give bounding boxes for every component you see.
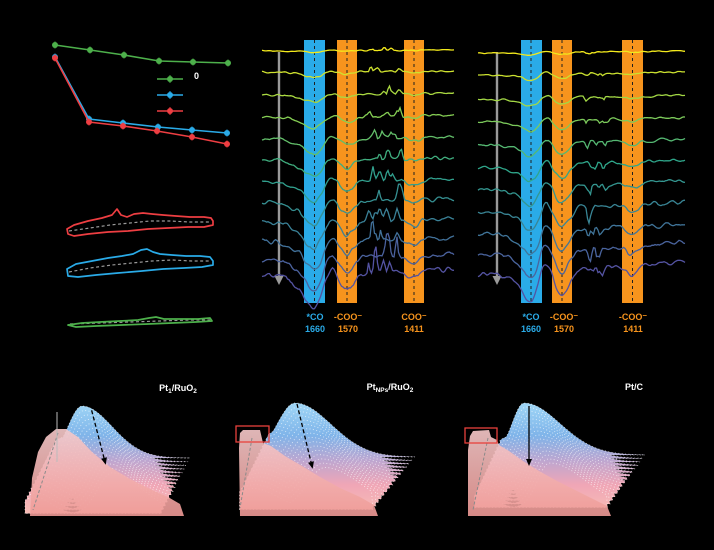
band-label-coo-1570-panel-g: -COO⁻ 1570 (550, 311, 578, 335)
waterfall-title-ptnps-ruo2: PtNPs/RuO2 (367, 382, 414, 396)
band-species-label: COO⁻ (401, 312, 427, 322)
band-wavenumber-label: 1411 (623, 324, 643, 334)
data-point-marker (52, 55, 58, 61)
data-point-marker (86, 119, 92, 125)
band-species-label: *CO (522, 312, 540, 322)
band-wavenumber-label: 1660 (304, 324, 326, 334)
highlight-box (235, 425, 270, 443)
panel-f-ftir-spectra (261, 40, 455, 310)
legend-stray-zero: 0 (194, 71, 200, 81)
band-species-label: -COO⁻ (618, 312, 648, 322)
data-point-marker (87, 47, 93, 53)
ftir-spectrum-trace (477, 116, 686, 133)
foreground-pink-mound (30, 429, 184, 516)
highlight-band (337, 40, 357, 303)
data-point-marker (120, 123, 126, 129)
ftir-spectrum-trace (477, 199, 686, 231)
data-point-marker (121, 52, 127, 58)
foreground-pink-mound (239, 430, 378, 516)
ftir-spectrum-trace (261, 84, 455, 104)
title-text: Pt (366, 382, 376, 392)
foreground-pink-mound (468, 430, 611, 516)
title-text: /RuO (388, 382, 410, 392)
highlight-band (622, 40, 643, 303)
band-wavenumber-label: 1570 (553, 324, 575, 334)
waterfall-panel-j (464, 402, 646, 516)
title-text: Pt (159, 383, 169, 393)
title-text: Pt/C (625, 382, 643, 392)
band-wavenumber-label: 1570 (337, 324, 359, 334)
legend-marker (167, 92, 173, 98)
band-species-label: -COO⁻ (549, 312, 579, 322)
reference-dashed-trace (69, 319, 210, 325)
highlight-band (404, 40, 424, 303)
ftir-spectrum-trace (261, 183, 455, 227)
band-label-coo-1411-panel-g: -COO⁻ 1411 (619, 311, 647, 335)
ftir-spectrum-trace (477, 137, 686, 158)
ftir-spectrum-trace (477, 49, 686, 56)
legend-marker (167, 76, 173, 82)
panel-g-ftir-spectra (477, 40, 686, 303)
ftir-spectrum-trace (261, 166, 455, 204)
data-point-marker (190, 59, 196, 65)
ftir-spectrum-trace (261, 220, 455, 271)
crest-dashed-line (472, 437, 489, 511)
ftir-spectrum-trace (477, 239, 686, 279)
highlight-band (304, 40, 325, 303)
ftir-spectrum-trace (261, 105, 455, 130)
highlight-box (464, 427, 498, 444)
band-label-co-1660-panel-f: *CO 1660 (305, 311, 325, 335)
panel-e-cv-loops (66, 208, 214, 328)
title-subscript: 1 (168, 388, 172, 395)
ftir-spectrum-trace (477, 259, 686, 303)
ftir-spectrum-trace (261, 128, 455, 156)
band-label-coo-1411-panel-f: COO⁻ 1411 (401, 311, 426, 335)
band-species-label: *CO (306, 312, 324, 322)
reference-dashed-trace (68, 220, 211, 232)
band-species-label: -COO⁻ (333, 312, 363, 322)
crest-dashed-line (239, 437, 253, 509)
data-point-marker (189, 134, 195, 140)
title-subscript: 2 (409, 387, 414, 394)
ftir-spectrum-trace (261, 66, 455, 79)
band-wavenumber-label: 1411 (404, 324, 424, 334)
cv-loop (66, 208, 214, 237)
highlight-band (552, 40, 572, 303)
band-label-co-1660-panel-g: *CO 1660 (521, 311, 541, 335)
reference-dashed-trace (68, 259, 211, 273)
waterfall-panel-h (24, 403, 191, 516)
ftir-spectrum-trace (478, 70, 685, 82)
legend-marker (167, 108, 173, 114)
panel-d-retention-chart (52, 41, 231, 148)
data-point-marker (189, 127, 195, 133)
ftir-spectrum-trace (261, 47, 455, 54)
ftir-spectrum-trace (261, 246, 455, 310)
title-subscript: 2 (193, 388, 197, 395)
data-point-marker (52, 42, 58, 48)
ftir-spectrum-trace (261, 148, 455, 177)
ftir-spectrum-trace (261, 206, 455, 251)
data-point-marker (224, 141, 230, 147)
ftir-spectrum-trace (477, 222, 686, 256)
ftir-spectrum-trace (477, 179, 686, 208)
data-point-marker (225, 60, 231, 66)
title-subscript: NPs (375, 387, 389, 394)
ftir-spectrum-trace (477, 158, 686, 183)
cv-loop (66, 248, 214, 278)
data-point-marker (156, 58, 162, 64)
waterfall-title-ptc: Pt/C (625, 382, 643, 393)
ftir-spectrum-trace (477, 93, 686, 107)
band-label-coo-1570-panel-f: -COO⁻ 1570 (334, 311, 362, 335)
cv-loop (67, 316, 213, 328)
band-wavenumber-label: 1660 (520, 324, 542, 334)
waterfall-panel-i (235, 402, 416, 516)
crest-dashed-line (32, 432, 59, 511)
data-point-marker (154, 128, 160, 134)
title-text: /RuO (171, 383, 194, 393)
data-point-marker (224, 130, 230, 136)
ftir-spectrum-trace (261, 232, 455, 292)
waterfall-title-pt1-ruo2: Pt1/RuO2 (159, 383, 197, 397)
